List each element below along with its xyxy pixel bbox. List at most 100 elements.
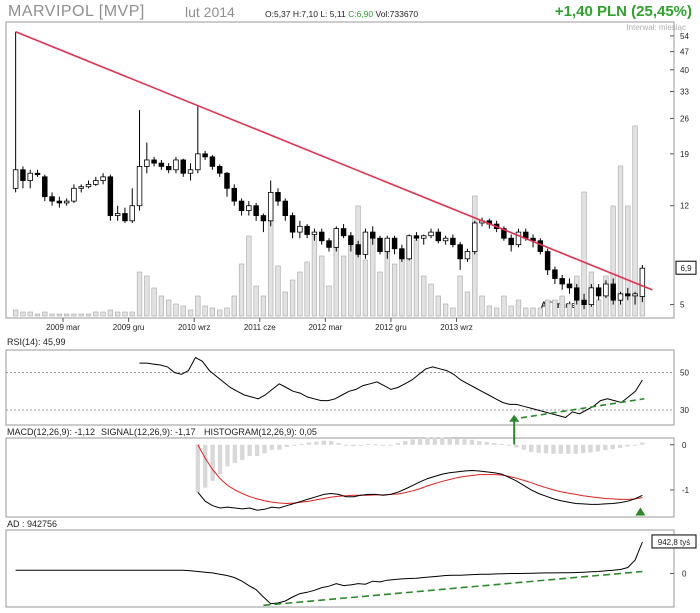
histogram-bar bbox=[580, 444, 586, 453]
volume-bar bbox=[78, 313, 84, 317]
histogram-bar bbox=[462, 439, 467, 445]
volume-bar bbox=[486, 305, 492, 317]
rsi-line bbox=[139, 356, 643, 419]
histogram-bar bbox=[588, 444, 593, 453]
candle-body bbox=[151, 159, 157, 164]
volume-bar bbox=[530, 307, 536, 317]
volume-bar bbox=[13, 309, 19, 317]
volume-bar bbox=[479, 295, 485, 317]
volume-bar bbox=[289, 279, 296, 317]
volume-bar bbox=[275, 265, 281, 317]
histogram-bar bbox=[425, 437, 430, 445]
histogram-bar bbox=[566, 444, 571, 454]
volume-bar bbox=[508, 305, 514, 317]
resistance-trendline bbox=[15, 31, 653, 291]
rsi-axis-label: 30 bbox=[680, 406, 689, 415]
histogram-bar bbox=[247, 444, 252, 457]
volume-bar bbox=[209, 307, 216, 317]
low-value: L: 5,11 bbox=[320, 9, 346, 19]
candle-body bbox=[552, 269, 558, 279]
x-axis-label: 2013 wrz bbox=[440, 323, 472, 332]
volume-bar bbox=[180, 305, 186, 317]
chart-header: MARVIPOL [MVP] lut 2014 O:5,37 H:7,10 L:… bbox=[0, 0, 700, 32]
ad-trendline bbox=[263, 570, 643, 607]
candle-body bbox=[209, 156, 216, 167]
volume-bar bbox=[326, 285, 332, 317]
candle-body bbox=[12, 169, 19, 189]
candle-body bbox=[581, 299, 587, 305]
candle-body bbox=[216, 166, 223, 174]
candle-body bbox=[93, 180, 99, 185]
candle-body bbox=[574, 287, 580, 301]
candle-body bbox=[566, 283, 573, 289]
last-price-label: 6,9 bbox=[680, 264, 692, 273]
volume-bar bbox=[348, 245, 354, 317]
volume-bar bbox=[151, 287, 157, 317]
histogram-bar bbox=[484, 442, 489, 445]
histogram-bar bbox=[210, 444, 215, 481]
volume-bar bbox=[100, 311, 106, 317]
volume-bar bbox=[166, 299, 172, 317]
histogram-bar bbox=[306, 442, 312, 445]
candle-body bbox=[180, 159, 186, 174]
candle-body bbox=[27, 172, 33, 181]
histogram-bar bbox=[573, 444, 578, 454]
candle-body bbox=[122, 213, 128, 222]
volume-bar bbox=[501, 295, 507, 317]
volume-bar bbox=[552, 299, 558, 317]
candle-body bbox=[632, 293, 638, 297]
volume-bar bbox=[566, 303, 573, 317]
candle-body bbox=[537, 240, 544, 252]
histogram-bar bbox=[284, 444, 289, 448]
close-value: C:6,90 bbox=[348, 9, 374, 19]
histogram-bar bbox=[336, 442, 341, 445]
x-axis-label: 2012 mar bbox=[308, 323, 342, 332]
volume-bar bbox=[122, 311, 128, 317]
rsi-legend: RSI(14): 45,99 bbox=[7, 337, 66, 347]
histogram-bar bbox=[499, 443, 504, 445]
price-axis-label: 40 bbox=[680, 66, 689, 75]
price-axis-label: 19 bbox=[680, 150, 689, 159]
candle-body bbox=[610, 283, 616, 301]
candle-body bbox=[355, 244, 361, 255]
volume-bar bbox=[297, 271, 303, 317]
histogram-bar bbox=[514, 444, 519, 448]
price-axis-label: 12 bbox=[680, 202, 689, 211]
volume-bar bbox=[282, 291, 288, 317]
volume-bar bbox=[129, 311, 135, 317]
candle-body bbox=[107, 176, 114, 216]
candle-body bbox=[399, 248, 405, 260]
volume-bar bbox=[42, 311, 48, 317]
volume-bar bbox=[493, 307, 500, 317]
price-axis-label: 47 bbox=[680, 48, 689, 57]
volume-bar bbox=[362, 259, 369, 317]
candle-body bbox=[289, 215, 296, 233]
histogram-bar bbox=[558, 444, 564, 454]
histogram-bar bbox=[388, 444, 393, 446]
volume-bar bbox=[238, 263, 245, 317]
histogram-bar bbox=[269, 444, 275, 450]
last-price-box bbox=[675, 260, 697, 275]
histogram-bar bbox=[477, 441, 482, 445]
x-axis-label: 2012 gru bbox=[375, 323, 407, 332]
candle-body bbox=[71, 187, 77, 202]
ad-last-label: 942,8 tyś bbox=[658, 538, 690, 547]
price-panel-frame bbox=[5, 21, 675, 319]
rsi-panel-frame bbox=[5, 349, 675, 426]
volume-bar bbox=[596, 299, 602, 317]
candle-body bbox=[326, 240, 332, 248]
candle-body bbox=[49, 196, 55, 202]
histogram-bar bbox=[254, 444, 260, 457]
candle-body bbox=[260, 215, 267, 222]
volume-bar bbox=[544, 299, 551, 317]
candle-body bbox=[348, 235, 354, 246]
volume-bar bbox=[442, 303, 449, 317]
candle-body bbox=[340, 228, 347, 237]
volume-bar bbox=[319, 255, 325, 317]
candle-body bbox=[34, 172, 41, 176]
candle-body bbox=[515, 231, 522, 246]
histogram-bar bbox=[625, 444, 630, 447]
volume-bar bbox=[384, 251, 390, 317]
histogram-bar bbox=[395, 442, 401, 445]
